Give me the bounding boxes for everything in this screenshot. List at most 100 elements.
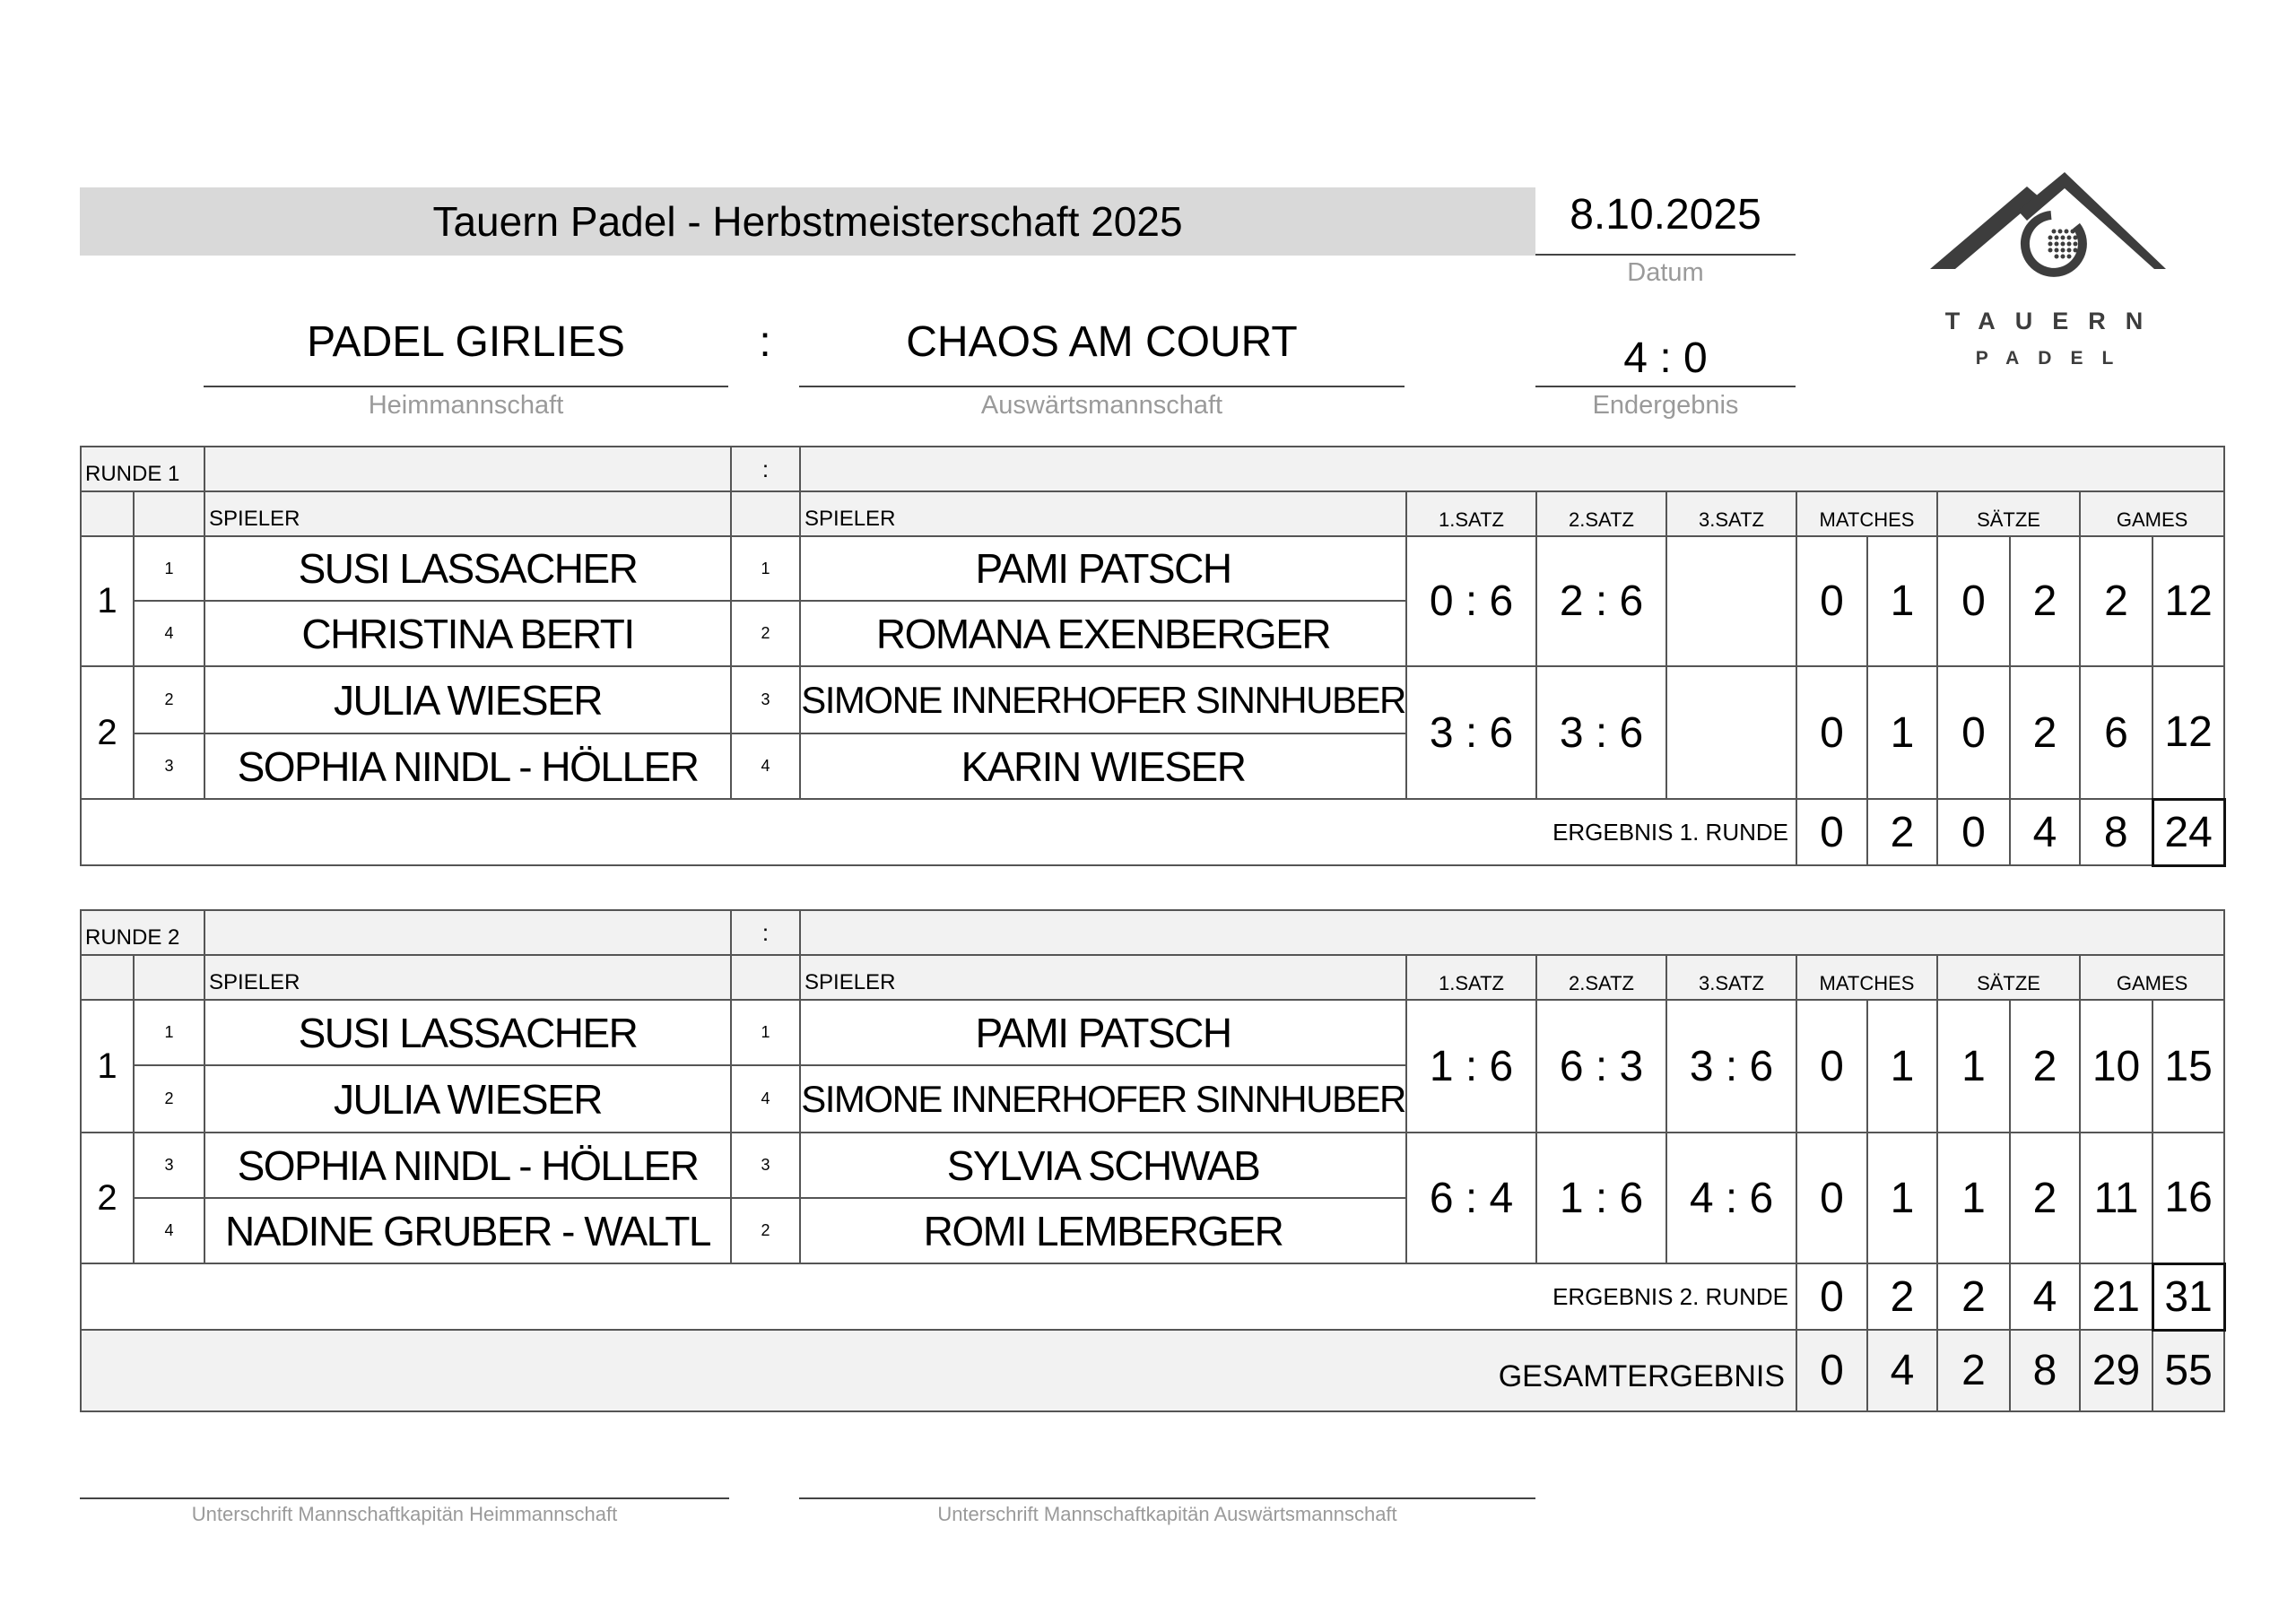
blank-cell (80, 490, 135, 537)
home-player-name: SUSI LASSACHER (204, 999, 733, 1066)
home-player-seed: 4 (132, 600, 206, 667)
set-3-header: 3.SATZ (1665, 954, 1798, 1001)
matches-home: 0 (1796, 1132, 1869, 1264)
home-team-label: Heimmannschaft (368, 391, 564, 420)
games-away: 12 (2152, 535, 2226, 667)
date-label: Datum (1627, 258, 1704, 287)
set-1-score: 6 : 4 (1405, 1132, 1538, 1264)
away-player-name: ROMI LEMBERGER (799, 1197, 1408, 1264)
home-player-header: SPIELER (204, 490, 733, 537)
result-games-home: 21 (2079, 1263, 2154, 1331)
blank-cell (730, 490, 802, 537)
matches-away: 1 (1866, 665, 1939, 800)
logo-text-padel: PADEL (1975, 348, 2133, 369)
set-1-score: 1 : 6 (1405, 999, 1538, 1133)
away-player-name: PAMI PATSCH (799, 999, 1408, 1066)
away-signature-line[interactable] (799, 1497, 1535, 1499)
matches-header: MATCHES (1796, 490, 1939, 537)
page-title: Tauern Padel - Herbstmeisterschaft 2025 (80, 187, 1535, 256)
saetze-home: 1 (1936, 999, 2012, 1133)
player-row: 2 JULIA WIESER 4 SIMONE INNERHOFER SINNHUBE… (81, 1064, 2224, 1133)
result-games-away: 24 (2151, 797, 2226, 867)
player-row: 2 2 JULIA WIESER 3 SIMONE INNERHOFER SINNHUB… (80, 665, 2226, 800)
games-away: 16 (2152, 1132, 2226, 1264)
games-header: GAMES (2079, 954, 2226, 1001)
blank-cell (730, 954, 802, 1001)
colon-label: : (730, 909, 802, 956)
match-number: 2 (80, 665, 135, 800)
player-row: 4 NADINE GRUBER - WALTL 2 ROMI LEMBERGER (81, 1197, 2224, 1264)
away-player-seed: 3 (730, 665, 802, 734)
away-player-seed: 2 (730, 600, 802, 667)
round-result-label: ERGEBNIS 2. RUNDE (79, 1263, 1798, 1331)
tauern-padel-logo: TAUERN PADEL (1919, 161, 2188, 377)
away-player-seed: 1 (730, 999, 802, 1066)
home-player-seed: 4 (132, 1197, 206, 1264)
set-3-header: 3.SATZ (1665, 490, 1798, 537)
saetze-home: 0 (1936, 665, 2012, 800)
matches-away: 1 (1866, 535, 1939, 667)
home-player-name: JULIA WIESER (204, 665, 733, 734)
home-player-name: SOPHIA NINDL - HÖLLER (204, 1132, 733, 1199)
round-1-table: RUNDE 1: SPIELER SPIELER 1.SATZ 2.SATZ 3.SATZ… (79, 446, 2226, 867)
result-saetze-away: 4 (2009, 798, 2082, 866)
away-header-blank (799, 909, 2226, 956)
home-header-blank (204, 909, 733, 956)
result-saetze-away: 4 (2009, 1263, 2082, 1331)
games-home: 10 (2079, 999, 2154, 1133)
saetze-away: 2 (2009, 535, 2082, 667)
player-row: 2 3 SOPHIA NINDL - HÖLLER 3 SYLVIA SCHWAB 6 :… (80, 1132, 2226, 1264)
home-player-header: SPIELER (204, 954, 733, 1001)
round-result-label: ERGEBNIS 1. RUNDE (79, 798, 1798, 866)
round-label: RUNDE 1 (79, 446, 206, 492)
away-signature-label: Unterschrift Mannschaftkapitän Auswärtsm… (937, 1503, 1397, 1525)
away-player-seed: 3 (730, 1132, 802, 1199)
away-player-name: ROMANA EXENBERGER (799, 600, 1408, 667)
games-away: 15 (2152, 999, 2226, 1133)
total-saetze-away: 8 (2009, 1329, 2082, 1412)
home-player-seed: 3 (132, 733, 206, 800)
saetze-home: 0 (1936, 535, 2012, 667)
home-player-seed: 2 (132, 665, 206, 734)
set-1-header: 1.SATZ (1405, 490, 1538, 537)
match-date: 8.10.2025 (1535, 184, 1796, 256)
away-player-seed: 2 (730, 1197, 802, 1264)
away-player-name: KARIN WIESER (799, 733, 1408, 800)
player-row: 4 CHRISTINA BERTI 2 ROMANA EXENBERGER (81, 600, 2224, 667)
home-player-name: NADINE GRUBER - WALTL (204, 1197, 733, 1264)
matches-header: MATCHES (1796, 954, 1939, 1001)
matches-home: 0 (1796, 999, 1869, 1133)
home-header-blank (204, 446, 733, 492)
result-saetze-home: 2 (1936, 1263, 2012, 1331)
set-2-header: 2.SATZ (1535, 490, 1668, 537)
round-label: RUNDE 2 (79, 909, 206, 956)
away-team-label: Auswärtsmannschaft (980, 391, 1223, 420)
home-player-seed: 1 (132, 999, 206, 1066)
set-1-header: 1.SATZ (1405, 954, 1538, 1001)
set-3-score: 4 : 6 (1665, 1132, 1798, 1264)
set-2-score: 1 : 6 (1535, 1132, 1668, 1264)
home-player-seed: 1 (132, 535, 206, 602)
away-player-header: SPIELER (799, 490, 1408, 537)
final-score: 4 : 0 (1535, 327, 1796, 387)
saetze-away: 2 (2009, 665, 2082, 800)
final-score-label: Endergebnis (1592, 391, 1739, 420)
logo-text-tauern: TAUERN (1944, 308, 2163, 334)
home-team: PADEL GIRLIES (204, 314, 728, 387)
games-away: 12 (2152, 665, 2226, 800)
games-header: GAMES (2079, 490, 2226, 537)
blank-cell (80, 954, 135, 1001)
away-player-name: SIMONE INNERHOFER SINNHUBER (799, 1064, 1408, 1133)
away-player-header: SPIELER (799, 954, 1408, 1001)
total-matches-home: 0 (1796, 1329, 1869, 1412)
away-team: CHAOS AM COURT (799, 314, 1405, 387)
home-player-name: SUSI LASSACHER (204, 535, 733, 602)
matches-home: 0 (1796, 665, 1869, 800)
player-row: 3 SOPHIA NINDL - HÖLLER 4 KARIN WIESER (81, 733, 2224, 800)
away-header-blank (799, 446, 2226, 492)
saetze-header: SÄTZE (1936, 954, 2082, 1001)
games-home: 6 (2079, 665, 2154, 800)
home-signature-line[interactable] (80, 1497, 729, 1499)
